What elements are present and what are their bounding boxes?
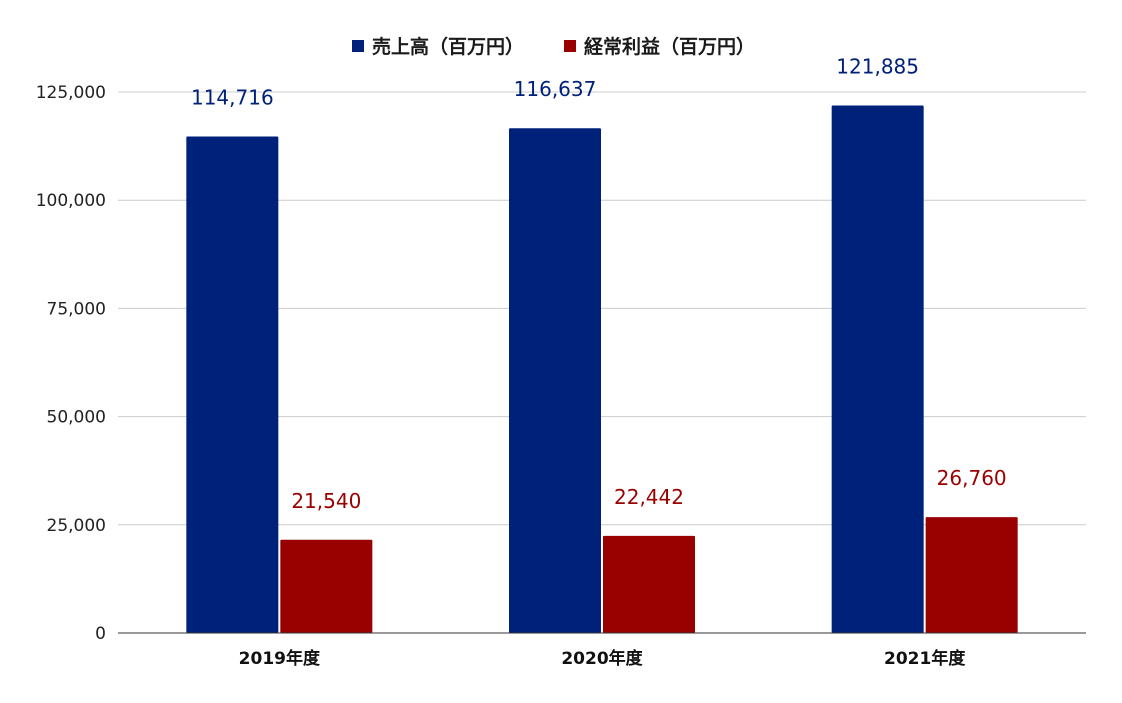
data-label-sales-1: 114,716 xyxy=(191,86,274,110)
legend-label-sales: 売上高（百万円） xyxy=(372,35,524,58)
y-tick-label: 75,000 xyxy=(47,299,106,319)
bar-ordinary-profit-3 xyxy=(925,517,1018,633)
y-tick-label: 100,000 xyxy=(36,191,106,211)
bar-ordinary-profit-2 xyxy=(603,535,695,633)
y-tick-label: 125,000 xyxy=(36,83,106,103)
y-tick-label: 50,000 xyxy=(47,408,106,428)
legend-label-ordinary-profit: 経常利益（百万円） xyxy=(584,35,755,58)
data-label-sales-3: 121,885 xyxy=(836,54,919,78)
bar-sales-1 xyxy=(186,136,279,633)
x-axis-labels: 2019年度 2020年度 2021年度 xyxy=(239,648,967,669)
y-tick-label: 25,000 xyxy=(47,516,106,536)
x-tick-label: 2019年度 xyxy=(239,648,321,669)
legend: 売上高（百万円） 経常利益（百万円） xyxy=(352,35,755,58)
legend-swatch-ordinary-profit xyxy=(564,40,576,52)
legend-swatch-sales xyxy=(352,40,364,52)
gridlines xyxy=(118,91,1086,526)
bars xyxy=(186,105,1018,634)
x-tick-label: 2020年度 xyxy=(561,648,643,669)
y-axis-tick-labels: 0 25,000 50,000 75,000 100,000 125,000 xyxy=(36,83,106,644)
x-tick-label: 2021年度 xyxy=(884,648,966,669)
data-labels: 114,716 21,540 116,637 22,442 121,885 26,760 xyxy=(191,54,1007,512)
data-label-ordinary-profit-2: 22,442 xyxy=(614,485,684,509)
bar-sales-3 xyxy=(831,105,924,634)
data-label-ordinary-profit-1: 21,540 xyxy=(291,489,361,513)
bar-sales-2 xyxy=(509,128,601,633)
data-label-ordinary-profit-3: 26,760 xyxy=(937,466,1007,490)
y-tick-label: 0 xyxy=(95,624,106,644)
bar-ordinary-profit-1 xyxy=(280,539,373,633)
data-label-sales-2: 116,637 xyxy=(514,77,597,101)
